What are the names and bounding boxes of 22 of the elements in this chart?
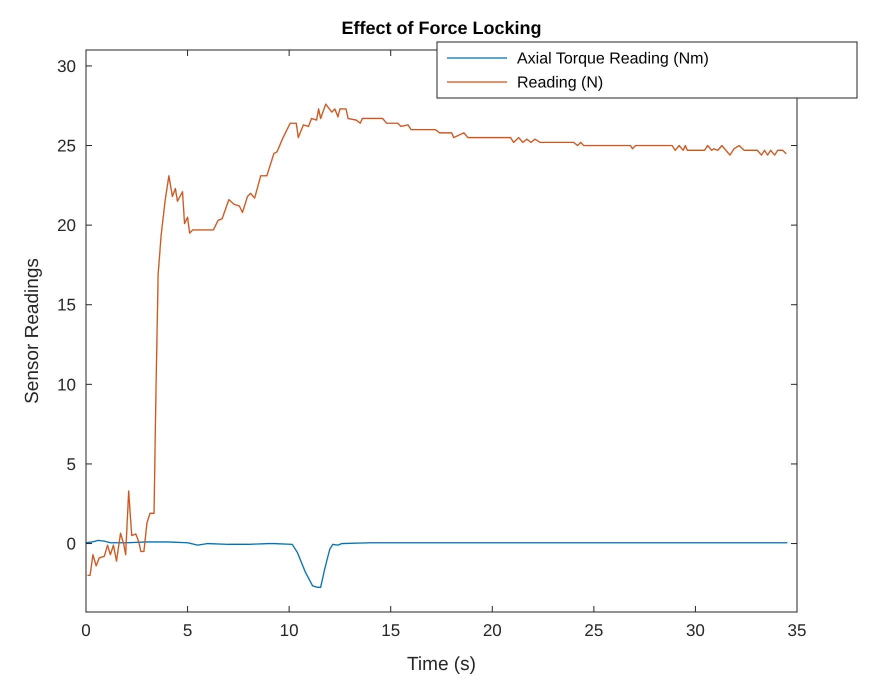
x-tick-label: 0 xyxy=(81,621,91,640)
x-tick-label: 30 xyxy=(686,621,705,640)
x-tick-label: 35 xyxy=(788,621,806,640)
y-axis-title: Sensor Readings xyxy=(22,258,43,404)
x-tick-label: 20 xyxy=(482,621,502,640)
y-tick-label: 30 xyxy=(57,56,76,76)
legend-label: Axial Torque Reading (Nm) xyxy=(517,50,709,68)
x-tick-label: 5 xyxy=(182,621,192,640)
line-series xyxy=(86,540,788,588)
x-axis-title: Time (s) xyxy=(407,654,476,675)
y-tick-label: 0 xyxy=(66,534,76,554)
x-tick-label: 10 xyxy=(280,621,299,640)
y-tick-label: 5 xyxy=(66,454,76,474)
y-tick-label: 20 xyxy=(57,216,76,236)
legend-label: Reading (N) xyxy=(517,74,604,92)
chart-title: Effect of Force Locking xyxy=(341,18,542,38)
line-series xyxy=(87,103,786,576)
x-tick-label: 25 xyxy=(584,621,604,640)
x-tick-label: 15 xyxy=(381,621,400,640)
y-tick-label: 25 xyxy=(57,136,76,156)
y-tick-label: 15 xyxy=(57,296,76,315)
y-tick-label: 10 xyxy=(57,375,76,394)
